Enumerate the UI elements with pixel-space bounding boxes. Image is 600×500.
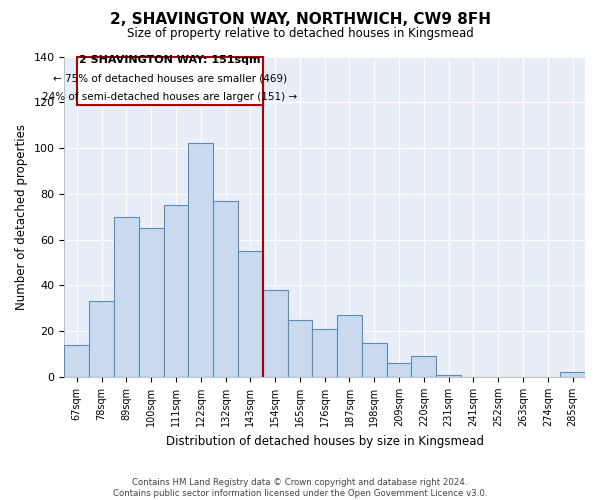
- Bar: [213, 200, 238, 377]
- Text: 24% of semi-detached houses are larger (151) →: 24% of semi-detached houses are larger (…: [42, 92, 298, 102]
- Text: Contains HM Land Registry data © Crown copyright and database right 2024.
Contai: Contains HM Land Registry data © Crown c…: [113, 478, 487, 498]
- Bar: [386, 363, 412, 377]
- X-axis label: Distribution of detached houses by size in Kingsmead: Distribution of detached houses by size …: [166, 434, 484, 448]
- Y-axis label: Number of detached properties: Number of detached properties: [15, 124, 28, 310]
- Text: ← 75% of detached houses are smaller (469): ← 75% of detached houses are smaller (46…: [53, 74, 287, 84]
- Bar: [164, 206, 188, 377]
- Text: 2, SHAVINGTON WAY, NORTHWICH, CW9 8FH: 2, SHAVINGTON WAY, NORTHWICH, CW9 8FH: [110, 12, 491, 28]
- Bar: [560, 372, 585, 377]
- Bar: [188, 144, 213, 377]
- Bar: [64, 345, 89, 377]
- Bar: [263, 290, 287, 377]
- Bar: [436, 374, 461, 377]
- Bar: [89, 302, 114, 377]
- Text: 2 SHAVINGTON WAY: 151sqm: 2 SHAVINGTON WAY: 151sqm: [79, 54, 260, 64]
- Bar: [287, 320, 313, 377]
- Bar: [139, 228, 164, 377]
- FancyBboxPatch shape: [77, 56, 263, 104]
- Bar: [362, 342, 386, 377]
- Bar: [114, 216, 139, 377]
- Bar: [337, 315, 362, 377]
- Bar: [313, 329, 337, 377]
- Text: Size of property relative to detached houses in Kingsmead: Size of property relative to detached ho…: [127, 28, 473, 40]
- Bar: [412, 356, 436, 377]
- Bar: [238, 251, 263, 377]
